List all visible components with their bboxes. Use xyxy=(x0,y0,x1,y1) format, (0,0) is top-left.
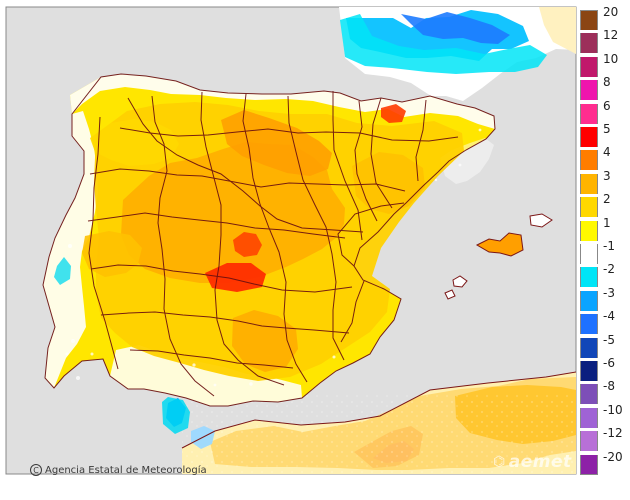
legend-swatch xyxy=(580,361,598,381)
legend-label: 1 xyxy=(603,215,611,230)
legend-label: 8 xyxy=(603,75,611,90)
legend-swatch xyxy=(580,407,598,428)
legend-swatch xyxy=(580,10,598,30)
copyright-icon: C xyxy=(30,464,42,476)
north-africa-texture xyxy=(182,395,576,474)
legend-swatch xyxy=(580,454,598,475)
france-cold-core xyxy=(401,12,510,44)
legend-swatch xyxy=(580,267,598,288)
brand-text: aemet xyxy=(508,452,572,472)
map-speckles xyxy=(65,128,482,387)
legend-swatch xyxy=(580,103,598,124)
legend-label: 4 xyxy=(603,145,611,160)
legend-label: 2 xyxy=(603,192,611,207)
legend-label: -12 xyxy=(603,426,623,441)
legend-label: -8 xyxy=(603,379,615,394)
legend-label: 10 xyxy=(603,51,619,66)
cold-spot-west-coast xyxy=(54,257,71,285)
iberia-north-white xyxy=(70,74,495,129)
iberia-red-patch-northeast xyxy=(381,104,406,123)
agency-credit-text: Agencia Estatal de Meteorología xyxy=(45,464,207,476)
cold-spot-southwest-edge xyxy=(162,397,190,434)
legend-swatch xyxy=(580,33,598,54)
administrative-borders xyxy=(42,73,496,407)
legend-swatch xyxy=(580,244,598,264)
iberia-northwest-warm xyxy=(90,119,179,166)
temperature-legend: 20 12 10 8 6 5 4 3 2 1 -1 -2 -3 -4 -5 -6 -8 -10 -12 -20 xyxy=(580,6,628,478)
iberia-orange-south xyxy=(232,310,298,372)
legend-swatch xyxy=(580,337,598,358)
legend-label: -5 xyxy=(603,332,615,347)
iberia-orange-north xyxy=(221,110,332,176)
legend-label: 20 xyxy=(603,5,619,19)
legend-label: -2 xyxy=(603,262,615,277)
legend-label: -20 xyxy=(603,449,623,464)
agency-credit: C Agencia Estatal de Meteorología xyxy=(30,464,207,476)
france-cyan-edge xyxy=(340,14,547,74)
coastline-details xyxy=(181,213,576,449)
legend-label: -1 xyxy=(603,239,615,253)
legend-label: 3 xyxy=(603,168,611,183)
legend-swatch xyxy=(580,80,598,101)
legend-swatch xyxy=(580,431,598,452)
legend-swatch xyxy=(580,197,598,218)
alps-warm-region xyxy=(539,7,576,54)
brand-watermark: ⌬ aemet xyxy=(493,452,572,472)
legend-label: -4 xyxy=(603,309,615,324)
legend-swatch xyxy=(580,56,598,77)
iberia-orange-east xyxy=(352,152,425,214)
legend-swatch xyxy=(580,384,598,405)
aemet-logo-icon: ⌬ xyxy=(493,454,506,470)
iberia-west-coast-white xyxy=(43,111,98,388)
legend-label: 6 xyxy=(603,98,611,113)
legend-swatch xyxy=(580,150,598,171)
legend-swatch xyxy=(580,127,598,147)
legend-label: -10 xyxy=(603,402,623,417)
legend-label: -3 xyxy=(603,285,615,300)
balearic-islands xyxy=(477,233,523,256)
iberia-orange-core xyxy=(121,142,345,283)
iberia-southwest-white xyxy=(110,345,302,406)
iberia-red-patch-center xyxy=(233,232,262,257)
legend-label: 12 xyxy=(603,28,619,43)
iberia-red-patch-south xyxy=(205,263,266,292)
legend-swatch xyxy=(580,290,598,311)
legend-swatch xyxy=(580,173,598,194)
legend-swatch xyxy=(580,314,598,335)
legend-label: 5 xyxy=(603,122,611,136)
legend-label: -6 xyxy=(603,356,615,370)
legend-swatch xyxy=(580,220,598,241)
